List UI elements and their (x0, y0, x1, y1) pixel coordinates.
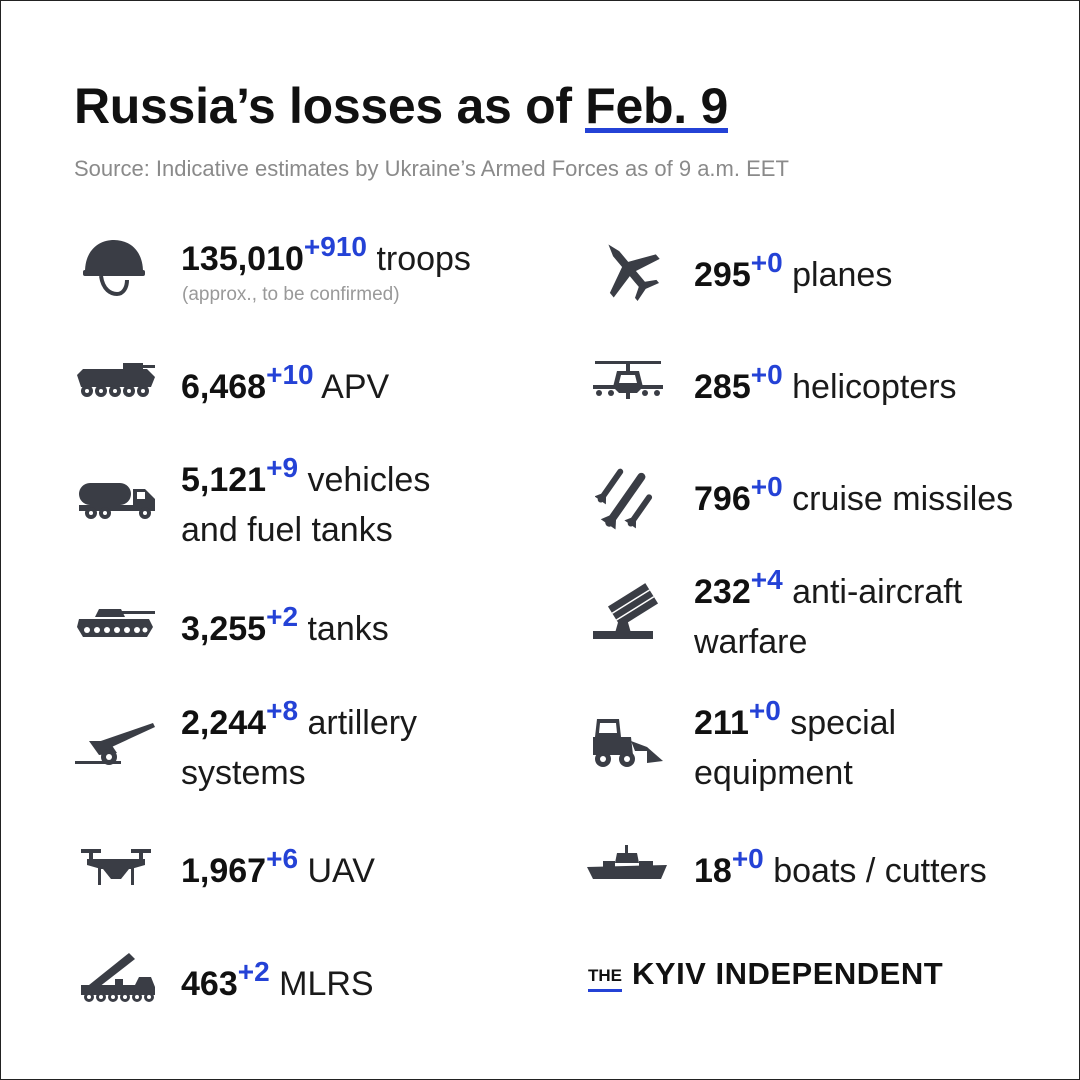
special-equipment-icon (591, 717, 665, 769)
stat-delta: +8 (266, 695, 299, 726)
stat-label: anti-aircraft (792, 573, 963, 611)
stat-boats: 18+0 boats / cutters (694, 843, 987, 897)
stat-troops: 135,010+910 troops (181, 231, 471, 285)
fuel-truck-icon (77, 481, 157, 521)
stat-number: 18 (694, 852, 732, 890)
stat-apv: 6,468+10 APV (181, 359, 390, 413)
stat-delta: +2 (237, 956, 270, 987)
source-note: Source: Indicative estimates by Ukraine’… (74, 156, 789, 181)
stat-planes: 295+0 planes (694, 247, 893, 301)
stat-label: UAV (307, 852, 375, 890)
stat-artillery: 2,244+8 artillery systems (181, 695, 418, 797)
stat-mlrs: 463+2 MLRS (181, 956, 374, 1010)
stat-number: 2,244 (181, 704, 267, 742)
stat-label-line2: equipment (694, 754, 853, 792)
brand-logo: THE KYIV INDEPENDENT (588, 956, 943, 992)
stat-delta: +0 (750, 359, 783, 390)
stat-number: 796 (694, 480, 751, 518)
stat-label-line2: and fuel tanks (181, 511, 393, 549)
stat-label: planes (792, 256, 893, 294)
stat-number: 3,255 (181, 610, 267, 648)
stat-special-equipment: 211+0 special equipment (694, 695, 897, 797)
stat-delta: +0 (731, 843, 764, 874)
stat-number: 5,121 (181, 461, 267, 499)
stat-delta: +0 (750, 471, 783, 502)
drone-icon (81, 847, 151, 887)
title-date: Feb. 9 (585, 78, 728, 134)
stat-cruise-missiles: 796+0 cruise missiles (694, 471, 1014, 525)
stat-number: 211 (694, 704, 749, 742)
anti-aircraft-icon (593, 581, 663, 643)
stat-label: MLRS (279, 965, 374, 1003)
stat-tanks: 3,255+2 tanks (181, 601, 389, 655)
stat-delta: +0 (750, 247, 783, 278)
artillery-icon (75, 721, 157, 767)
brand-name: KYIV INDEPENDENT (632, 956, 944, 991)
stat-label: helicopters (792, 368, 957, 406)
cruise-missile-icon (595, 456, 663, 530)
stat-label-line2: warfare (694, 623, 808, 661)
tank-icon (75, 605, 157, 639)
stat-label-line2: systems (181, 754, 306, 792)
troops-note: (approx., to be confirmed) (182, 284, 400, 305)
plane-icon (595, 235, 663, 303)
stat-label: tanks (307, 610, 389, 648)
stat-uav: 1,967+6 UAV (181, 843, 375, 897)
stat-anti-aircraft: 232+4 anti-aircraft warfare (694, 564, 963, 666)
mlrs-icon (75, 951, 157, 1005)
stat-number: 285 (694, 368, 751, 406)
stat-helicopters: 285+0 helicopters (694, 359, 957, 413)
stat-vehicles: 5,121+9 vehicles and fuel tanks (181, 452, 431, 554)
stat-label: vehicles (307, 461, 431, 499)
stat-number: 232 (694, 573, 751, 611)
helicopter-icon (591, 359, 665, 401)
title-as-of: as of (456, 78, 572, 134)
stat-label: special (790, 704, 897, 742)
stat-delta: +10 (266, 359, 314, 390)
title-main: Russia’s losses (74, 78, 443, 134)
stat-number: 463 (181, 965, 238, 1003)
stat-label: boats / cutters (773, 852, 987, 890)
stat-delta: +6 (266, 843, 299, 874)
stat-number: 135,010 (181, 240, 304, 278)
brand-the: THE (588, 966, 622, 992)
stat-label: cruise missiles (792, 480, 1014, 518)
apv-icon (75, 361, 157, 399)
stat-delta: +0 (748, 695, 781, 726)
stat-label: APV (321, 368, 390, 406)
stat-delta: +910 (303, 231, 367, 262)
stat-label: troops (376, 240, 471, 278)
stat-delta: +9 (266, 452, 299, 483)
boat-icon (587, 843, 669, 883)
stat-number: 1,967 (181, 852, 267, 890)
stat-delta: +4 (750, 564, 783, 595)
stat-label: artillery (307, 704, 418, 742)
helmet-icon (81, 238, 147, 300)
stat-delta: +2 (266, 601, 299, 632)
page-title: Russia’s losses as of Feb. 9 (74, 77, 728, 135)
stat-number: 6,468 (181, 368, 267, 406)
stat-number: 295 (694, 256, 751, 294)
